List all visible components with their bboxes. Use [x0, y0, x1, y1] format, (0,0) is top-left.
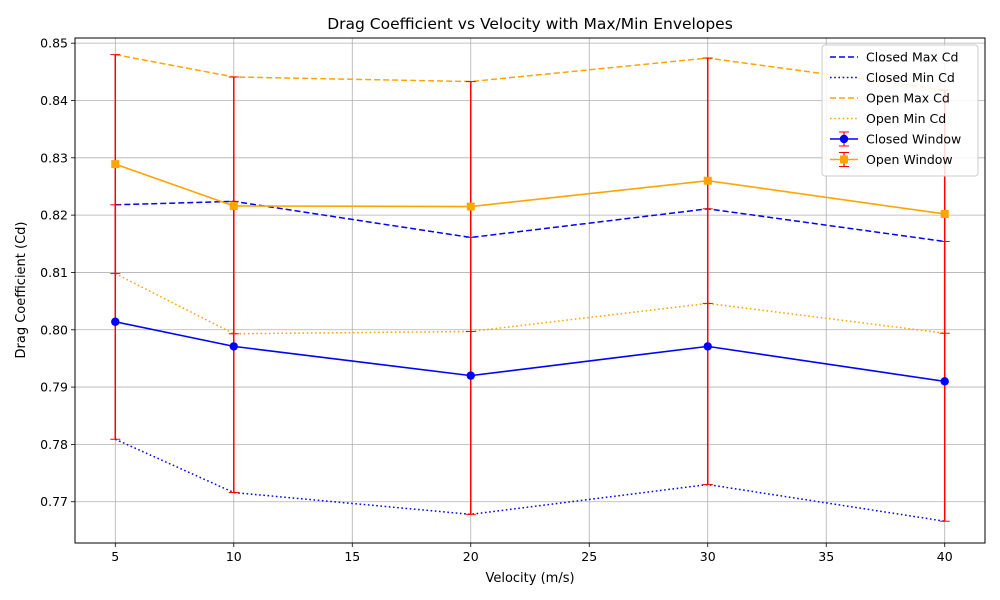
y-tick-label: 0.81	[40, 265, 68, 280]
series-line-open-window	[115, 163, 945, 215]
legend-marker-open-window	[840, 155, 848, 164]
series-line-closed-window	[115, 320, 945, 383]
y-tick-label: 0.85	[40, 36, 68, 51]
data-point-closed-window	[111, 317, 120, 326]
data-point-open-window	[703, 176, 712, 185]
series-line-closed-max-cd	[115, 200, 945, 243]
legend-label: Closed Max Cd	[866, 50, 958, 65]
series-line-open-max-cd	[115, 53, 945, 91]
data-point-open-window	[229, 201, 238, 210]
data-point-open-window	[466, 202, 475, 211]
plot-frame	[74, 37, 986, 544]
y-tick-label: 0.82	[40, 208, 68, 223]
axis-ticks: 5 10 15 20 25 30 35 40 0.77 0.78 0.79 0.80 0.81 0.82 0…	[40, 36, 953, 564]
y-tick-label: 0.77	[40, 494, 68, 509]
y-tick-label: 0.84	[40, 93, 68, 108]
x-tick-label: 5	[111, 549, 119, 564]
data-point-open-window	[940, 209, 949, 218]
y-axis-label: Drag Coefficient (Cd)	[14, 221, 29, 358]
y-tick-label: 0.80	[40, 322, 68, 337]
data-point-closed-window	[940, 377, 949, 386]
legend-label: Open Min Cd	[866, 111, 946, 126]
x-tick-label: 15	[344, 549, 360, 564]
chart-title: Drag Coefficient vs Velocity with Max/Mi…	[327, 15, 733, 33]
data-point-closed-window	[229, 342, 238, 351]
data-point-closed-window	[466, 371, 475, 380]
x-tick-label: 20	[463, 549, 479, 564]
x-tick-label: 35	[818, 549, 834, 564]
x-axis-label: Velocity (m/s)	[485, 571, 574, 586]
x-tick-label: 40	[937, 549, 953, 564]
x-tick-label: 30	[700, 549, 716, 564]
legend-box	[821, 44, 979, 177]
x-tick-label: 10	[226, 549, 242, 564]
legend-label: Open Window	[866, 152, 953, 167]
data-point-open-window	[111, 160, 120, 169]
series-line-open-min-cd	[114, 272, 945, 335]
series-line-closed-min-cd	[114, 438, 945, 522]
y-tick-label: 0.78	[40, 437, 68, 452]
legend-label: Open Max Cd	[866, 91, 950, 106]
legend: Closed Max Cd Closed Min Cd Open Max Cd Ope…	[821, 44, 979, 177]
legend-label: Closed Window	[866, 132, 961, 147]
x-tick-label: 25	[581, 549, 597, 564]
data-point-closed-window	[703, 342, 712, 351]
legend-marker-closed-window	[839, 134, 849, 144]
y-tick-label: 0.79	[40, 380, 68, 395]
y-tick-label: 0.83	[40, 150, 68, 165]
plot-series	[110, 53, 950, 522]
legend-label: Closed Min Cd	[866, 70, 955, 85]
